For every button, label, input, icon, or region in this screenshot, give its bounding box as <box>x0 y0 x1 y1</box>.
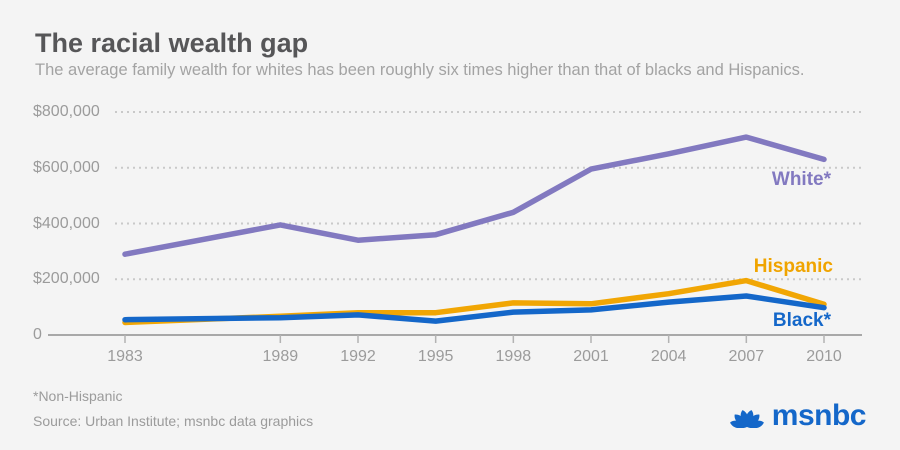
y-axis-label: $600,000 <box>33 158 100 176</box>
x-axis-label: 1998 <box>495 348 532 365</box>
footnote-non-hispanic: *Non-Hispanic <box>33 388 123 404</box>
page-title: The racial wealth gap <box>35 28 309 58</box>
series-label-hispanic: Hispanic <box>753 256 833 277</box>
x-axis-label: 2001 <box>573 348 609 365</box>
x-axis-label: 2004 <box>650 348 687 365</box>
series-line-black <box>122 293 827 324</box>
x-axis-label: 1995 <box>417 348 454 365</box>
x-axis-label: 1992 <box>340 348 376 365</box>
footnote-source: Source: Urban Institute; msnbc data grap… <box>33 413 314 429</box>
series-label-white: White* <box>771 169 831 190</box>
series-label-black: Black* <box>772 310 831 331</box>
series-line-white <box>122 134 827 257</box>
y-axis-label: $400,000 <box>33 214 100 232</box>
x-axis-label: 2007 <box>728 348 765 365</box>
x-axis-label: 2010 <box>806 348 842 365</box>
msnbc-logo: msnbc <box>729 398 867 432</box>
peacock-icon <box>729 410 764 428</box>
x-axis-label: 1983 <box>107 348 143 365</box>
msnbc-logo-text: msnbc <box>771 398 867 432</box>
y-axis-label: $200,000 <box>33 270 100 288</box>
y-axis-label: $800,000 <box>33 103 100 120</box>
x-axis-label: 1989 <box>262 348 299 365</box>
page-subtitle: The average family wealth for whites has… <box>35 61 805 79</box>
y-axis-label: 0 <box>33 326 42 343</box>
